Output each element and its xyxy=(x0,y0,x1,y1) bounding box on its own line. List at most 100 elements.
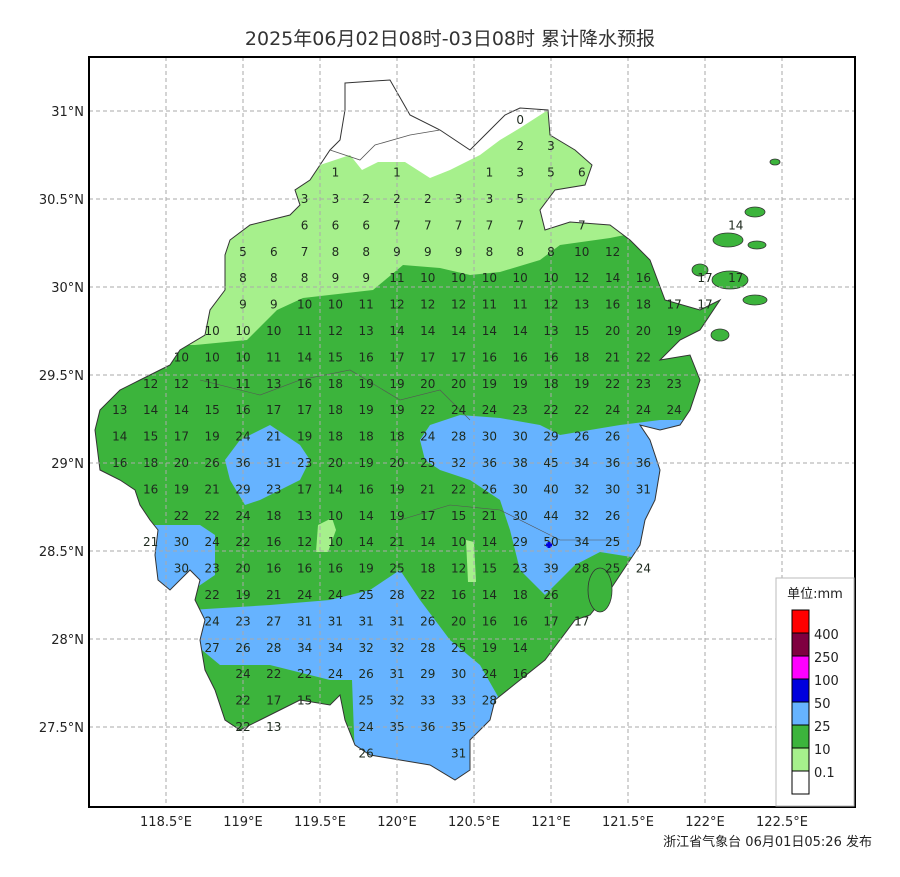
grid-value: 14 xyxy=(482,324,497,338)
grid-value: 8 xyxy=(516,245,524,259)
grid-value: 26 xyxy=(420,614,435,628)
grid-value: 22 xyxy=(235,694,250,708)
grid-value: 25 xyxy=(389,562,404,576)
grid-value: 24 xyxy=(420,430,435,444)
grid-value: 26 xyxy=(482,482,497,496)
grid-value: 10 xyxy=(451,535,466,549)
grid-value: 10 xyxy=(451,271,466,285)
grid-value: 10 xyxy=(174,350,189,364)
grid-value: 30 xyxy=(605,482,620,496)
grid-value: 16 xyxy=(605,298,620,312)
grid-value: 14 xyxy=(451,324,466,338)
grid-value: 18 xyxy=(420,562,435,576)
grid-value: 18 xyxy=(543,377,558,391)
grid-value: 18 xyxy=(143,456,158,470)
grid-value: 6 xyxy=(332,218,340,232)
grid-value: 2 xyxy=(393,192,401,206)
legend-label: 10 xyxy=(814,743,831,758)
grid-value: 16 xyxy=(513,350,528,364)
grid-value: 19 xyxy=(359,456,374,470)
grid-value: 11 xyxy=(482,298,497,312)
grid-value: 28 xyxy=(451,430,466,444)
grid-value: 16 xyxy=(451,588,466,602)
grid-value: 34 xyxy=(297,641,312,655)
grid-value: 21 xyxy=(482,509,497,523)
grid-value: 16 xyxy=(297,377,312,391)
grid-value: 24 xyxy=(205,614,220,628)
grid-value: 15 xyxy=(574,324,589,338)
grid-value: 20 xyxy=(328,456,343,470)
grid-value: 22 xyxy=(451,482,466,496)
grid-value: 3 xyxy=(301,192,309,206)
grid-value: 23 xyxy=(266,482,281,496)
grid-value: 19 xyxy=(389,509,404,523)
x-axis-ticks: 118.5°E 119°E 119.5°E 120°E 120.5°E 121°E 121.… xyxy=(140,815,808,830)
grid-value: 13 xyxy=(112,403,127,417)
grid-value: 24 xyxy=(482,667,497,681)
grid-value: 22 xyxy=(297,667,312,681)
grid-value: 14 xyxy=(482,535,497,549)
grid-value: 36 xyxy=(605,456,620,470)
legend-label: 100 xyxy=(814,674,839,689)
grid-value: 18 xyxy=(328,430,343,444)
grid-value: 14 xyxy=(359,535,374,549)
grid-value: 10 xyxy=(420,271,435,285)
grid-value: 17 xyxy=(667,298,682,312)
grid-value: 25 xyxy=(605,562,620,576)
grid-value: 36 xyxy=(636,456,651,470)
grid-value: 9 xyxy=(270,298,278,312)
grid-value: 26 xyxy=(574,430,589,444)
grid-value: 22 xyxy=(205,588,220,602)
grid-value: 24 xyxy=(667,403,682,417)
grid-value: 18 xyxy=(328,377,343,391)
grid-value: 14 xyxy=(328,482,343,496)
grid-value: 20 xyxy=(636,324,651,338)
grid-value: 24 xyxy=(235,667,250,681)
grid-value: 13 xyxy=(543,324,558,338)
grid-value: 10 xyxy=(328,298,343,312)
grid-value: 7 xyxy=(516,218,524,232)
map-border xyxy=(88,56,856,808)
grid-value: 9 xyxy=(455,245,463,259)
grid-value: 11 xyxy=(235,377,250,391)
grid-values: 02 31 1 1 3 5 63 3 2 2 2 3 3 56 6 6 7 7 7 7 7 7 145 6 7 8 8 9 9 9 8 8 8 1… xyxy=(112,113,743,761)
grid-value: 36 xyxy=(235,456,250,470)
grid-value: 14 xyxy=(297,350,312,364)
grid-value: 19 xyxy=(297,430,312,444)
grid-value: 31 xyxy=(389,614,404,628)
grid-value: 34 xyxy=(574,535,589,549)
grid-value: 26 xyxy=(605,509,620,523)
grid-value: 19 xyxy=(667,324,682,338)
grid-value: 19 xyxy=(359,562,374,576)
area-0.1-10mm-patch xyxy=(316,518,336,552)
grid-value: 35 xyxy=(451,720,466,734)
grid-value: 14 xyxy=(728,218,743,232)
grid-value: 10 xyxy=(328,509,343,523)
y-tick-label: 31°N xyxy=(51,105,84,120)
grid-value: 15 xyxy=(297,694,312,708)
grid-value: 19 xyxy=(359,403,374,417)
x-tick-label: 120°E xyxy=(377,815,417,830)
grid-value: 29 xyxy=(513,535,528,549)
y-tick-label: 29.5°N xyxy=(39,369,84,384)
grid-value: 5 xyxy=(547,166,555,180)
legend-swatch xyxy=(791,770,810,795)
grid-value: 3 xyxy=(332,192,340,206)
legend-swatch xyxy=(791,655,810,680)
grid-value: 24 xyxy=(205,535,220,549)
grid-value: 26 xyxy=(205,456,220,470)
grid-value: 2 xyxy=(424,192,432,206)
grid-value: 32 xyxy=(389,641,404,655)
peak-50mm-marker xyxy=(546,542,552,548)
grid-value: 3 xyxy=(516,166,524,180)
grid-value: 33 xyxy=(451,694,466,708)
grid-value: 28 xyxy=(266,641,281,655)
county-boundary xyxy=(329,129,441,161)
grid-value: 11 xyxy=(513,298,528,312)
x-tick-label: 121°E xyxy=(531,815,571,830)
grid-value: 24 xyxy=(235,509,250,523)
legend-label: 25 xyxy=(814,720,831,735)
grid-value: 34 xyxy=(328,641,343,655)
grid-value: 24 xyxy=(359,720,374,734)
grid-value: 24 xyxy=(636,562,651,576)
